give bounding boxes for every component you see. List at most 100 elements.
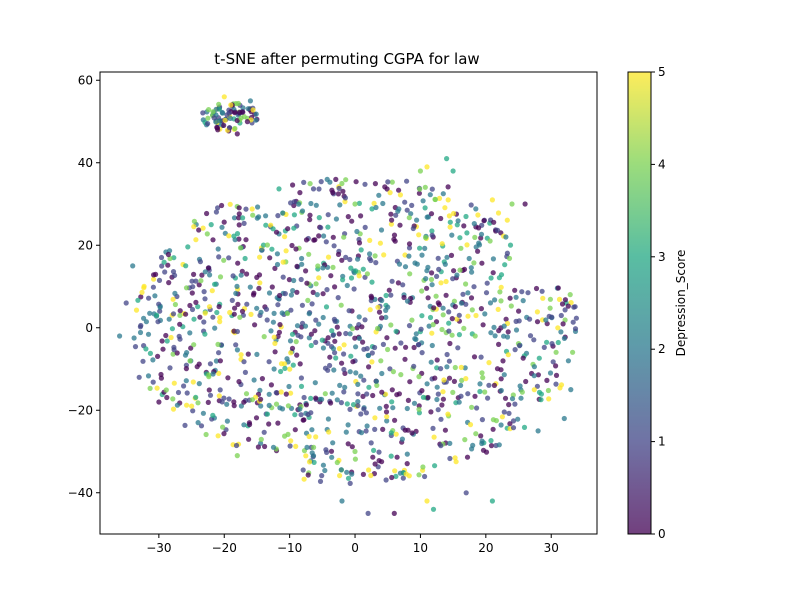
scatter-point <box>490 256 496 262</box>
scatter-point <box>403 344 409 350</box>
scatter-point <box>406 253 412 259</box>
scatter-point <box>334 324 340 330</box>
scatter-point <box>429 282 435 288</box>
scatter-point <box>307 212 313 218</box>
scatter-point <box>203 431 209 438</box>
scatter-point <box>393 431 399 437</box>
scatter-point <box>347 331 353 337</box>
scatter-point <box>397 222 403 228</box>
scatter-point <box>209 288 215 294</box>
scatter-point <box>316 186 322 192</box>
scatter-point <box>403 471 409 477</box>
scatter-point <box>316 233 322 239</box>
scatter-point <box>416 190 422 196</box>
scatter-point <box>366 364 372 370</box>
scatter-point <box>245 351 251 357</box>
scatter-point <box>394 454 400 460</box>
scatter-point <box>177 312 183 318</box>
scatter-point <box>215 246 221 252</box>
scatter-point <box>290 362 296 368</box>
scatter-point <box>472 333 478 339</box>
scatter-point <box>172 290 178 296</box>
scatter-point <box>196 381 202 387</box>
scatter-point <box>239 268 245 274</box>
scatter-point <box>247 421 253 428</box>
x-tick-label: 10 <box>413 541 428 555</box>
scatter-point <box>301 476 307 482</box>
scatter-point <box>480 375 486 381</box>
scatter-point <box>504 334 511 340</box>
scatter-point <box>388 292 394 298</box>
scatter-point <box>257 387 263 393</box>
scatter-point <box>277 405 283 411</box>
scatter-point <box>207 361 213 367</box>
scatter-point <box>338 467 344 473</box>
scatter-point <box>402 264 409 270</box>
scatter-point <box>310 186 317 192</box>
scatter-point <box>244 119 250 125</box>
scatter-point <box>340 188 346 194</box>
scatter-point <box>449 316 455 322</box>
scatter-point <box>358 430 365 436</box>
scatter-point <box>419 252 425 258</box>
scatter-point <box>371 447 377 453</box>
scatter-point <box>380 200 386 207</box>
scatter-point <box>311 444 317 450</box>
scatter-point <box>452 455 458 461</box>
scatter-point <box>358 373 364 379</box>
scatter-point <box>248 311 254 317</box>
scatter-point <box>187 330 193 336</box>
scatter-point <box>495 210 502 216</box>
scatter-point <box>325 212 331 218</box>
scatter-point <box>301 394 307 401</box>
scatter-point <box>324 176 330 182</box>
scatter-point <box>398 340 404 346</box>
scatter-point <box>337 473 343 479</box>
scatter-point <box>424 214 430 220</box>
scatter-point <box>428 359 434 365</box>
scatter-point <box>246 436 252 442</box>
scatter-point <box>389 217 395 223</box>
scatter-point <box>385 179 391 185</box>
scatter-point <box>390 405 396 411</box>
scatter-point <box>163 387 169 393</box>
scatter-point <box>458 245 464 251</box>
scatter-point <box>155 353 161 359</box>
scatter-point <box>377 405 383 411</box>
scatter-point <box>293 339 299 345</box>
scatter-point <box>216 393 222 399</box>
scatter-point <box>392 417 398 423</box>
x-tick-label: −20 <box>212 541 237 555</box>
scatter-point <box>512 401 518 407</box>
scatter-point <box>457 235 463 241</box>
scatter-point <box>362 224 368 230</box>
scatter-point <box>219 202 225 209</box>
scatter-point <box>169 326 175 332</box>
scatter-point <box>473 431 479 437</box>
scatter-point <box>458 364 464 370</box>
scatter-point <box>210 412 216 418</box>
scatter-point <box>299 302 305 308</box>
scatter-point <box>379 370 385 377</box>
scatter-point <box>245 106 251 112</box>
scatter-point <box>313 202 319 208</box>
scatter-point <box>416 374 422 380</box>
scatter-point <box>299 261 305 267</box>
scatter-point <box>271 334 277 340</box>
scatter-point <box>446 213 452 219</box>
scatter-point <box>151 272 157 278</box>
scatter-point <box>231 403 237 409</box>
scatter-point <box>429 232 435 238</box>
y-axis: −40 −20 0 20 40 60 <box>68 73 100 500</box>
scatter-point <box>255 204 261 210</box>
scatter-point <box>187 302 193 309</box>
scatter-point <box>338 302 344 308</box>
scatter-point <box>523 378 529 385</box>
scatter-point <box>217 315 223 321</box>
scatter-point <box>270 226 276 232</box>
scatter-point <box>434 365 440 371</box>
scatter-point <box>266 391 272 397</box>
scatter-point <box>478 433 484 439</box>
scatter-point <box>420 464 426 470</box>
scatter-point <box>177 336 183 342</box>
